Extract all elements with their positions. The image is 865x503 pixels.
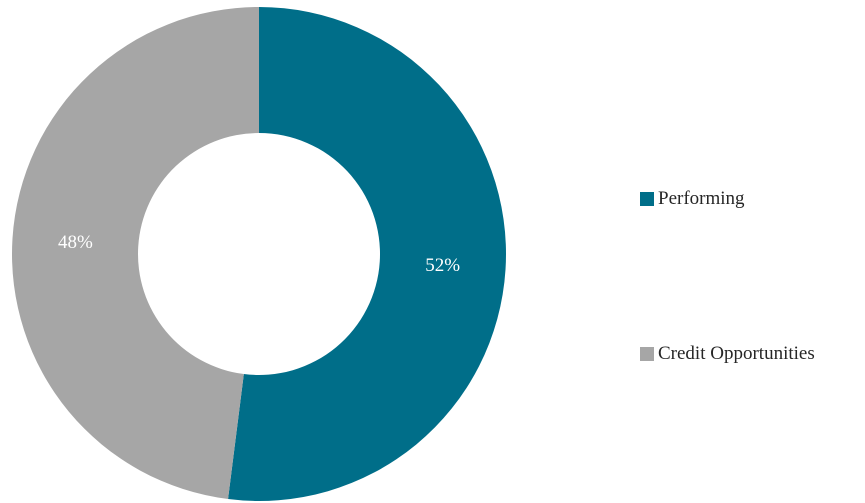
data-label-credit-opportunities: 48% bbox=[58, 232, 93, 253]
legend-item-performing[interactable]: Performing bbox=[640, 186, 815, 212]
legend-swatch-credit-opportunities bbox=[640, 347, 654, 361]
data-label-performing: 52% bbox=[425, 255, 460, 276]
legend-item-credit-opportunities[interactable]: Credit Opportunities bbox=[640, 341, 815, 367]
legend-swatch-performing bbox=[640, 192, 654, 206]
donut-slices bbox=[11, 7, 506, 501]
chart-legend: Performing Credit Opportunities bbox=[640, 186, 815, 367]
legend-label-performing: Performing bbox=[658, 188, 745, 209]
donut-slice-performing[interactable] bbox=[228, 7, 506, 501]
legend-label-credit-opportunities: Credit Opportunities bbox=[658, 343, 815, 364]
donut-slice-labels: 52% 48% bbox=[58, 232, 460, 276]
donut-slice-credit-opportunities[interactable] bbox=[11, 7, 259, 500]
